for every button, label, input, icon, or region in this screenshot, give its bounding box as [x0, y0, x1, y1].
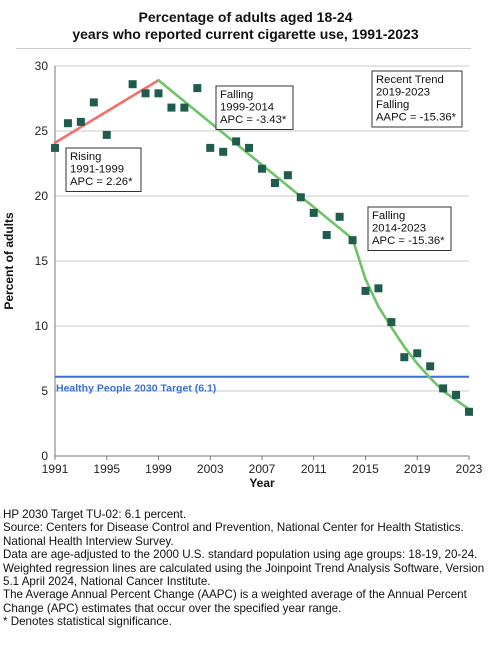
y-tick-label: 0	[41, 449, 48, 463]
footnote-regression: Weighted regression lines are calculated…	[3, 561, 485, 589]
footnote-significance: * Denotes statistical significance.	[3, 615, 172, 629]
annotation-falling-1999-2014-text: 1999-2014	[220, 102, 274, 114]
data-point	[348, 236, 357, 245]
data-point	[400, 353, 409, 362]
data-point	[361, 286, 370, 295]
annotation-falling-1999-2014-box	[215, 85, 294, 130]
data-point	[128, 80, 137, 89]
x-tick-label: 2023	[456, 462, 483, 476]
footnote-age-adjustment: Data are age-adjusted to the 2000 U.S. s…	[3, 548, 478, 562]
data-point	[167, 103, 176, 112]
data-point	[296, 193, 305, 202]
data-point	[76, 117, 85, 126]
annotation-rising-text: Rising	[70, 151, 101, 163]
trend-line	[157, 79, 354, 241]
annotation-recent-trend-box	[371, 70, 463, 128]
annotation-recent-trend-text: AAPC = -15.36*	[376, 112, 457, 124]
annotation-rising-box	[65, 147, 142, 192]
data-point	[141, 89, 150, 98]
annotation-recent-trend-text: Recent Trend	[376, 74, 444, 86]
chart-title: Percentage of adults aged 18-24 years wh…	[0, 9, 491, 43]
y-tick-label: 25	[35, 124, 49, 138]
y-tick-label: 10	[35, 319, 49, 333]
data-point	[426, 362, 435, 371]
data-point	[245, 143, 254, 152]
data-point	[270, 179, 279, 187]
trend-line	[53, 79, 160, 144]
y-tick-label: 5	[41, 384, 48, 398]
annotation-rising-text: 1991-1999	[70, 164, 124, 176]
y-tick-label: 30	[35, 59, 49, 73]
annotation-falling-1999-2014-text: Falling	[220, 89, 253, 101]
footnote-aapc: The Average Annual Percent Change (AAPC)…	[3, 588, 467, 615]
data-point	[439, 384, 448, 393]
data-point	[89, 98, 98, 107]
data-point	[387, 318, 396, 327]
data-point	[413, 349, 422, 358]
x-tick-label: 2019	[404, 462, 431, 476]
chart-title-line-1: Percentage of adults aged 18-24	[138, 9, 353, 25]
y-axis-title: Percent of adults	[2, 212, 16, 310]
x-tick-label: 2015	[352, 462, 379, 476]
x-tick-label: 2007	[249, 462, 276, 476]
x-tick-label: 2003	[197, 462, 224, 476]
annotation-recent-trend-text: Falling	[376, 99, 409, 111]
footnote-target: HP 2030 Target TU-02: 6.1 percent.	[3, 508, 187, 521]
annotation-falling-1999-2014-text: APC = -3.43*	[220, 114, 287, 126]
annotation-rising-text: APC = 2.26*	[70, 176, 133, 188]
data-point	[283, 171, 292, 180]
x-tick-label: 2011	[301, 462, 327, 476]
annotation-falling-2014-2023-text: APC = -15.36*	[372, 235, 445, 247]
data-point	[154, 89, 163, 98]
y-tick-label: 15	[35, 254, 49, 268]
data-point	[63, 119, 72, 128]
x-axis-title: Year	[249, 476, 275, 490]
data-point	[206, 143, 215, 152]
annotation-falling-2014-2023-box	[367, 206, 452, 251]
y-tick-label: 20	[35, 189, 49, 203]
data-point	[51, 143, 59, 152]
annotation-falling-2014-2023-text: 2014-2023	[372, 223, 426, 235]
data-point	[193, 84, 202, 93]
chart-title-line-2: years who reported current cigarette use…	[72, 26, 419, 42]
data-point	[465, 407, 473, 416]
data-point	[232, 137, 241, 146]
data-point	[452, 390, 461, 399]
data-point	[335, 212, 344, 221]
trend-line	[351, 237, 471, 411]
reference-line-label: Healthy People 2030 Target (6.1)	[56, 383, 216, 395]
x-tick-label: 1995	[93, 462, 120, 476]
footnote-source: Source: Centers for Disease Control and …	[3, 521, 464, 548]
data-point	[374, 284, 383, 293]
data-point	[219, 147, 228, 156]
x-tick-label: 1999	[145, 462, 172, 476]
data-point	[102, 130, 111, 139]
data-point	[258, 164, 266, 173]
title-divider	[16, 48, 471, 49]
chart-svg: 0 5 10 15 20 25 30 1991 1995 1999 2003 2007 2011 2015…	[2, 59, 483, 490]
footnotes: HP 2030 Target TU-02: 6.1 percent. Sourc…	[3, 508, 489, 629]
data-point	[180, 103, 189, 112]
x-tick-label: 1991	[42, 462, 69, 476]
data-point	[309, 208, 318, 217]
annotation-falling-2014-2023-text: Falling	[372, 210, 405, 222]
data-point	[322, 231, 331, 239]
annotation-recent-trend-text: 2019-2023	[376, 87, 430, 99]
